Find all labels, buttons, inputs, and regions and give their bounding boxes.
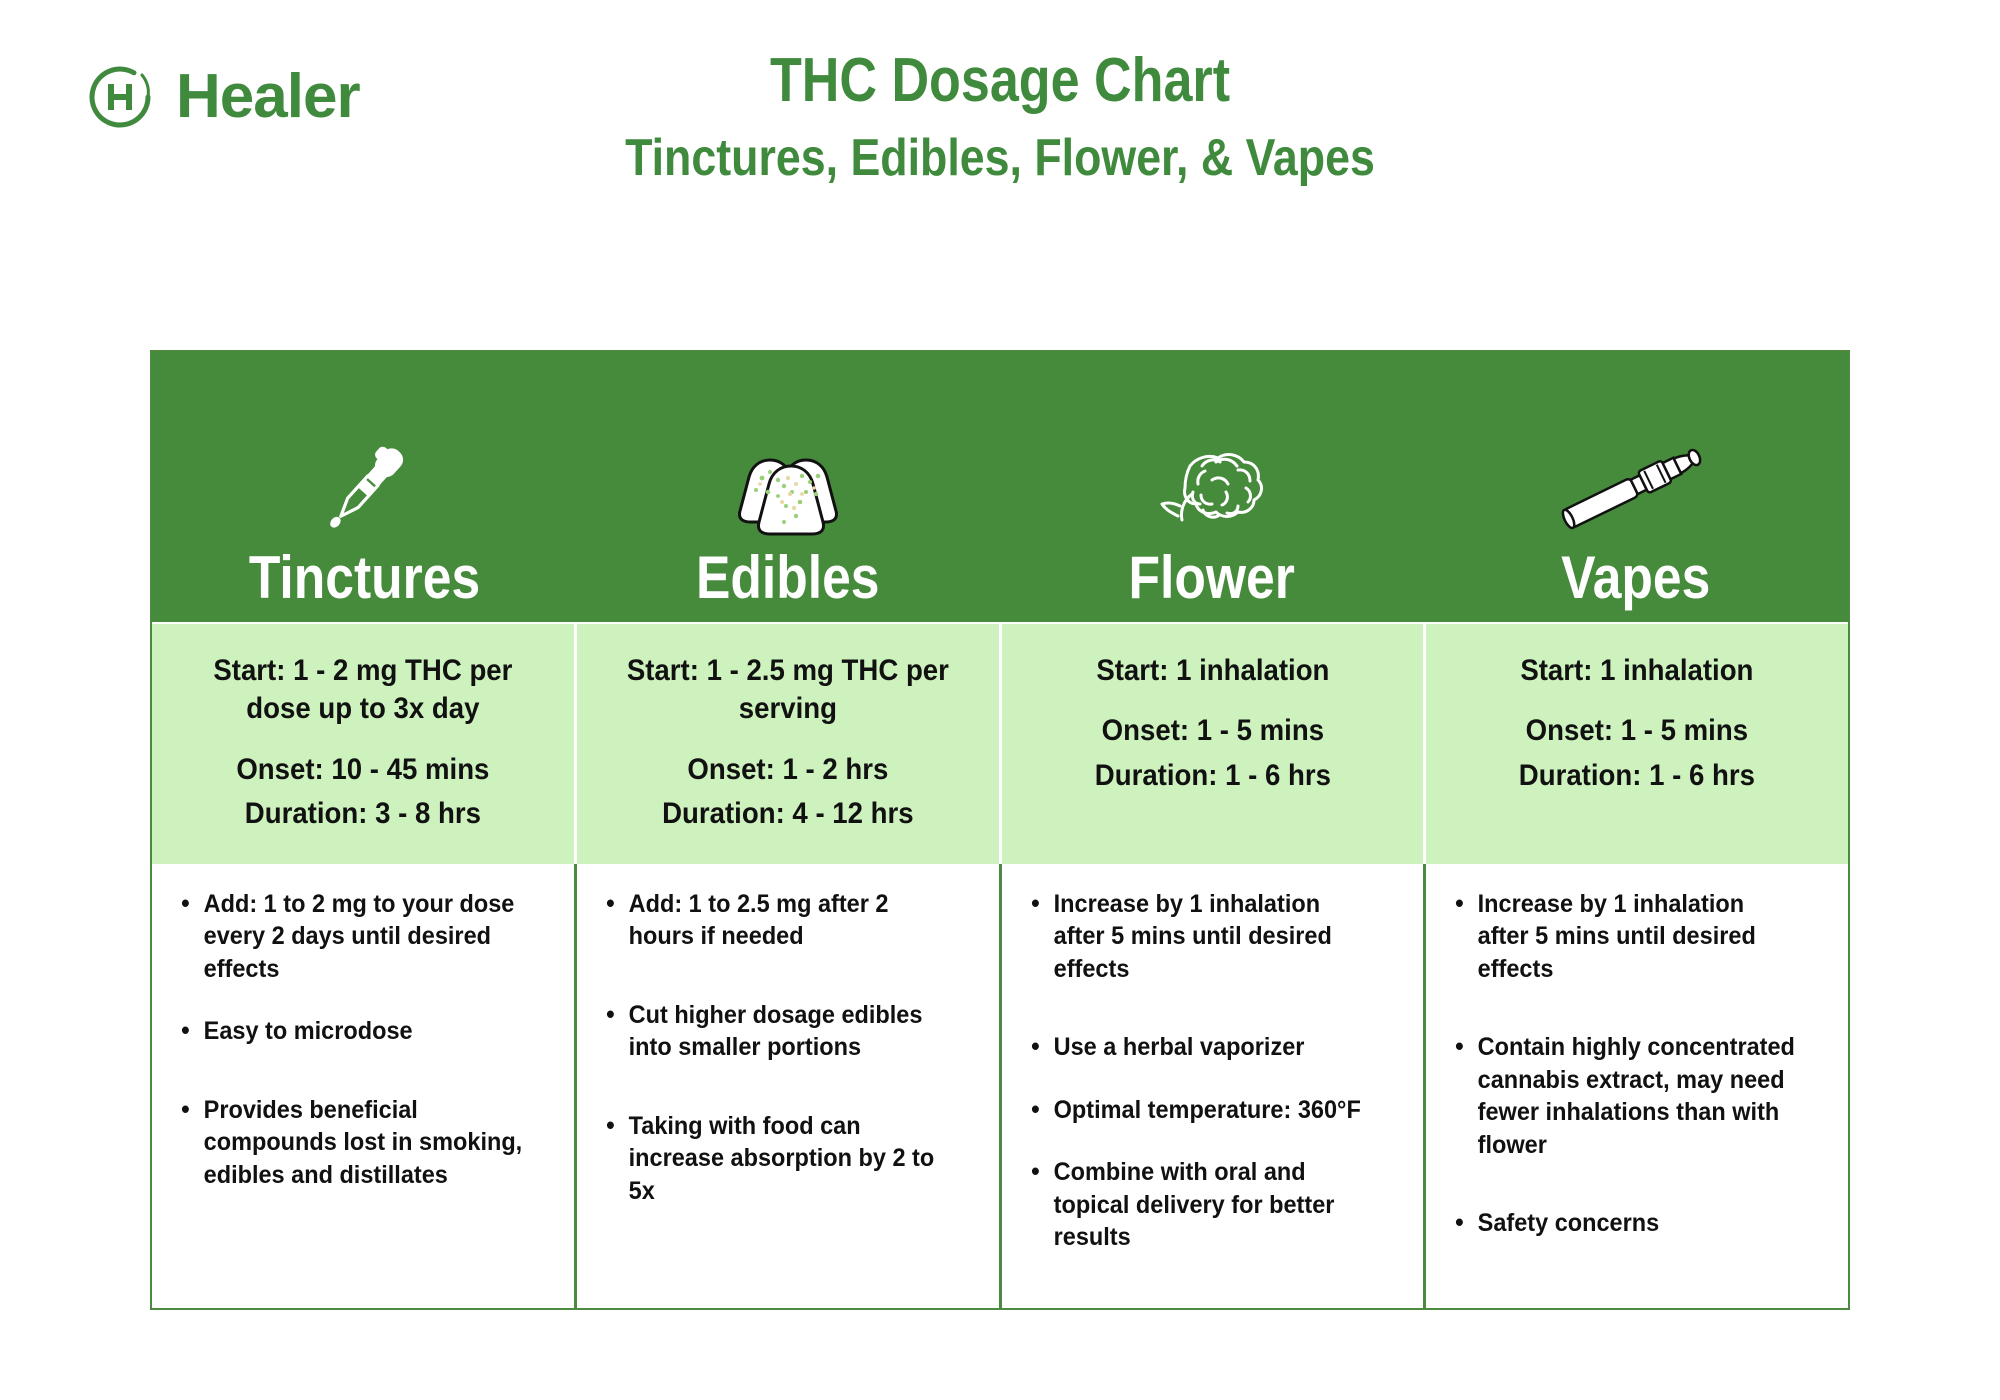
brand-logo: Healer xyxy=(78,55,361,139)
dosage-table: Tinctures xyxy=(150,350,1850,1310)
bullet-list: Add: 1 to 2.5 mg after 2 hours if needed… xyxy=(597,887,973,1208)
column-header-vapes: Vapes xyxy=(1424,352,1848,622)
dose-onset: Onset: 10 - 45 mins xyxy=(236,752,490,786)
dose-onset: Onset: 1 - 2 hrs xyxy=(687,752,889,786)
bullet-list: Add: 1 to 2 mg to your dose every 2 days… xyxy=(172,887,548,1192)
dose-duration: Duration: 1 - 6 hrs xyxy=(1094,758,1331,792)
details-row: Add: 1 to 2 mg to your dose every 2 days… xyxy=(152,863,1848,1308)
details-cell-tinctures: Add: 1 to 2 mg to your dose every 2 days… xyxy=(152,863,577,1308)
details-cell-vapes: Increase by 1 inhalation after 5 mins un… xyxy=(1426,864,1848,1308)
column-header-edibles: Edibles xyxy=(576,352,1000,622)
list-item: Combine with oral and topical delivery f… xyxy=(1031,1155,1377,1254)
dose-start: Start: 1 - 2 mg THC per dose up to 3x da… xyxy=(213,654,513,726)
list-item: Increase by 1 inhalation after 5 mins un… xyxy=(1455,887,1801,986)
list-item: Taking with food can increase absorption… xyxy=(606,1109,952,1208)
table-header-row: Tinctures xyxy=(152,352,1848,622)
list-item: Easy to microdose xyxy=(181,1014,527,1048)
column-header-tinctures: Tinctures xyxy=(152,352,576,622)
dosage-cell-tinctures: Start: 1 - 2 mg THC per dose up to 3x da… xyxy=(152,624,577,864)
dose-start: Start: 1 inhalation xyxy=(1520,654,1754,687)
list-item: Add: 1 to 2.5 mg after 2 hours if needed xyxy=(606,887,952,953)
list-item: Contain highly concentrated cannabis ext… xyxy=(1455,1030,1801,1161)
column-header-label: Tinctures xyxy=(248,544,480,611)
dose-onset: Onset: 1 - 5 mins xyxy=(1525,714,1749,748)
dosage-summary-row: Start: 1 - 2 mg THC per dose up to 3x da… xyxy=(152,622,1848,864)
list-item: Increase by 1 inhalation after 5 mins un… xyxy=(1031,887,1377,986)
dose-duration: Duration: 3 - 8 hrs xyxy=(244,797,481,831)
dropper-icon xyxy=(304,430,424,542)
list-item: Optimal temperature: 360°F xyxy=(1031,1093,1377,1127)
dose-start: Start: 1 inhalation xyxy=(1095,654,1329,687)
cannabis-bud-icon xyxy=(1142,430,1282,542)
column-header-label: Edibles xyxy=(696,544,880,611)
dosage-cell-edibles: Start: 1 - 2.5 mg THC per serving Onset:… xyxy=(576,624,1002,864)
list-item: Use a herbal vaporizer xyxy=(1031,1030,1377,1064)
list-item: Cut higher dosage edibles into smaller p… xyxy=(606,998,952,1064)
list-item: Safety concerns xyxy=(1455,1206,1801,1240)
details-cell-edibles: Add: 1 to 2.5 mg after 2 hours if needed… xyxy=(577,863,1002,1308)
bullet-list: Increase by 1 inhalation after 5 mins un… xyxy=(1022,887,1398,1254)
column-header-flower: Flower xyxy=(1000,352,1424,622)
column-header-label: Vapes xyxy=(1561,544,1711,611)
brand-name: Healer xyxy=(176,62,361,131)
vape-pen-icon xyxy=(1546,430,1726,542)
bullet-list: Increase by 1 inhalation after 5 mins un… xyxy=(1446,887,1822,1240)
dosage-cell-vapes: Start: 1 inhalation Onset: 1 - 5 mins Du… xyxy=(1426,624,1848,864)
dosage-cell-flower: Start: 1 inhalation Onset: 1 - 5 mins Du… xyxy=(1001,624,1427,864)
details-cell-flower: Increase by 1 inhalation after 5 mins un… xyxy=(1002,863,1427,1308)
list-item: Provides beneficial compounds lost in sm… xyxy=(181,1093,527,1192)
list-item: Add: 1 to 2 mg to your dose every 2 days… xyxy=(181,887,527,986)
gummies-icon xyxy=(718,430,858,542)
dose-onset: Onset: 1 - 5 mins xyxy=(1101,714,1324,748)
dose-duration: Duration: 4 - 12 hrs xyxy=(661,797,914,831)
healer-circle-h-icon xyxy=(78,55,162,139)
page-title: THC Dosage Chart xyxy=(769,46,1231,115)
dose-duration: Duration: 1 - 6 hrs xyxy=(1519,758,1756,792)
page-subtitle: Tinctures, Edibles, Flower, & Vapes xyxy=(625,129,1375,188)
column-header-label: Flower xyxy=(1128,544,1296,611)
dose-start: Start: 1 - 2.5 mg THC per serving xyxy=(626,654,949,726)
